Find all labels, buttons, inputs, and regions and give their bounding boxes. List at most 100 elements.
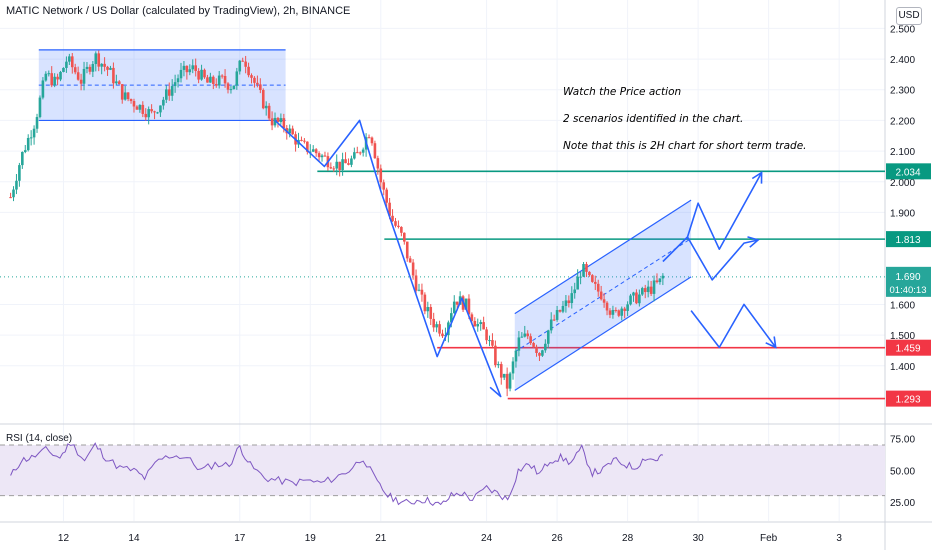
- candle-body: [270, 118, 274, 126]
- candle-body: [82, 68, 86, 84]
- candle-body: [605, 302, 609, 311]
- candle-body: [103, 63, 106, 67]
- price-tick-label: 2.000: [890, 178, 915, 189]
- channel-fill: [514, 200, 692, 391]
- candle-body: [426, 307, 430, 312]
- candle-body: [335, 161, 339, 169]
- candle-body: [73, 67, 77, 73]
- candle-body: [467, 298, 471, 315]
- candle-body: [367, 137, 371, 139]
- candle-body: [94, 53, 98, 65]
- candle-body: [288, 128, 292, 134]
- candle-body: [311, 149, 315, 152]
- candle-body: [382, 182, 386, 190]
- candle-body: [126, 92, 130, 100]
- candle-body: [300, 139, 303, 141]
- time-tick-label: 17: [234, 533, 246, 544]
- candle-body: [511, 361, 515, 374]
- last-price-text: 1.690: [895, 272, 920, 283]
- time-tick-label: 21: [375, 533, 387, 544]
- candle-body: [482, 322, 485, 330]
- candle-body: [455, 301, 459, 305]
- candle-body: [582, 264, 585, 277]
- candle-body: [214, 83, 218, 86]
- candle-body: [23, 150, 27, 152]
- candle-body: [203, 69, 206, 78]
- candle-body: [314, 149, 318, 154]
- candle-body: [38, 97, 42, 118]
- candle-body: [376, 158, 380, 169]
- candle-body: [485, 329, 488, 341]
- scenario-mid-path: [686, 236, 759, 281]
- candle-body: [370, 137, 374, 144]
- rsi-line: [10, 442, 664, 506]
- candle-body: [306, 141, 309, 152]
- price-tick-label: 2.100: [890, 147, 915, 158]
- candle-body: [332, 168, 336, 170]
- candle-body: [579, 276, 582, 278]
- candle-body: [320, 155, 324, 158]
- candle-body: [558, 310, 562, 312]
- candle-body: [291, 128, 294, 135]
- note-2: 2 scenarios identified in the chart.: [563, 113, 744, 125]
- candle-body: [652, 280, 656, 294]
- rsi-title: RSI (14, close): [6, 433, 73, 444]
- time-tick-label: 30: [693, 533, 705, 544]
- candle-body: [267, 105, 271, 119]
- candle-body: [347, 163, 350, 165]
- candle-body: [182, 65, 186, 70]
- candle-body: [179, 69, 183, 79]
- level-tag-2.034: [886, 163, 931, 180]
- candle-body: [344, 159, 347, 164]
- candle-body: [405, 241, 409, 259]
- candle-body: [244, 61, 247, 67]
- candle-body: [209, 76, 212, 83]
- candle-body: [256, 82, 259, 85]
- candle-body: [170, 86, 174, 96]
- candle-body: [497, 364, 500, 366]
- candle-body: [100, 63, 103, 67]
- currency-button[interactable]: USD: [896, 7, 922, 25]
- candle-body: [373, 143, 377, 159]
- candle-body: [41, 80, 45, 98]
- candle-body: [420, 289, 424, 295]
- candle-body: [91, 64, 95, 72]
- candle-body: [423, 294, 427, 312]
- price-tick-label: 1.600: [890, 300, 915, 311]
- candle-body: [50, 73, 54, 86]
- candle-body: [70, 56, 74, 68]
- candle-body: [552, 319, 556, 321]
- candle-body: [106, 66, 109, 70]
- candle-body: [112, 67, 115, 84]
- candle-body: [394, 221, 397, 226]
- candle-body: [646, 286, 650, 293]
- candle-body: [144, 113, 148, 118]
- candle-body: [638, 294, 641, 304]
- candle-body: [385, 189, 388, 203]
- rsi-tick-label: 25.00: [890, 498, 915, 509]
- price-tick-label: 1.400: [890, 362, 915, 373]
- candle-body: [602, 299, 606, 303]
- time-tick-label: 28: [622, 533, 634, 544]
- candle-body: [508, 373, 512, 389]
- candle-body: [65, 61, 68, 68]
- candle-body: [329, 167, 333, 169]
- level-tag-1.459: [886, 339, 931, 356]
- rsi-band: [0, 445, 885, 496]
- candle-body: [549, 319, 553, 331]
- candle-body: [44, 73, 48, 81]
- candle-body: [173, 82, 177, 87]
- candle-body: [491, 340, 494, 346]
- candle-body: [261, 89, 265, 109]
- candle-body: [608, 310, 612, 315]
- zigzag-history: [274, 119, 502, 398]
- candle-body: [573, 289, 577, 294]
- price-tick-label: 2.200: [890, 116, 915, 127]
- candle-body: [150, 109, 153, 112]
- candle-body: [147, 109, 150, 118]
- candle-body: [432, 318, 435, 328]
- rsi-tick-label: 75.00: [890, 435, 915, 446]
- time-tick-label: 14: [128, 533, 140, 544]
- candle-body: [400, 226, 403, 233]
